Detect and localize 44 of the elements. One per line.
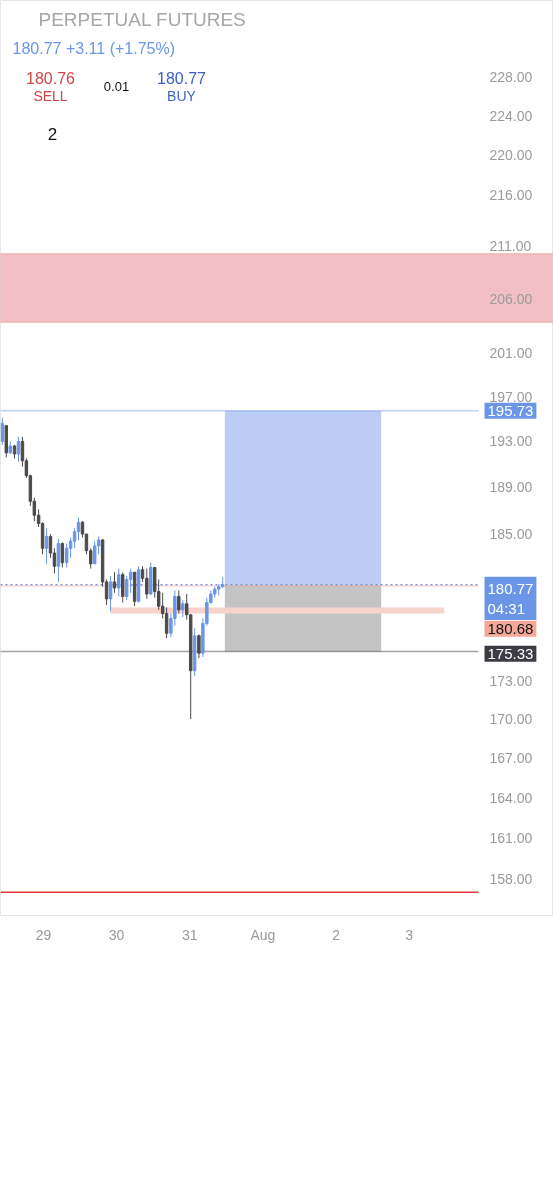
candlestick	[121, 571, 125, 604]
y-tick-label: 211.00	[489, 238, 532, 255]
candlestick	[197, 633, 201, 659]
y-tick-label: 185.00	[489, 526, 533, 543]
y-tick-label: 216.00	[489, 187, 533, 204]
x-tick-label: 3	[405, 926, 414, 943]
ref-line-label: 195.73	[487, 401, 534, 419]
y-tick-label: 167.00	[489, 750, 533, 767]
annotation: 180.77	[157, 69, 207, 87]
x-tick-label: 31	[181, 926, 198, 943]
y-tick-label: 193.00	[489, 433, 533, 450]
ref-line-label: 180.77 04:31	[487, 579, 534, 618]
y-tick-label: 164.00	[489, 789, 533, 806]
candlestick	[164, 606, 169, 639]
ref-line-label: 180.68	[487, 619, 534, 637]
y-tick-label: 224.00	[489, 107, 533, 124]
y-tick-label: 206.00	[489, 290, 533, 307]
y-tick-label: 228.00	[489, 68, 533, 85]
x-tick-label: 2	[332, 926, 341, 943]
chart-title: PERPETUAL FUTURES	[38, 9, 246, 30]
annotation: 0.01	[103, 79, 130, 94]
y-tick-label: 173.00	[489, 672, 533, 689]
candlestick	[44, 527, 49, 565]
y-tick-label: 220.00	[489, 147, 533, 164]
y-tick-label: 161.00	[489, 830, 533, 847]
y-tick-label: 189.00	[489, 479, 533, 496]
candlestick	[92, 540, 97, 565]
candlestick	[56, 538, 61, 583]
x-tick-label: Aug	[250, 926, 276, 943]
candlestick	[145, 568, 149, 600]
y-tick-label: 201.00	[489, 344, 533, 361]
candlestick	[177, 589, 181, 615]
annotation: 180.76	[26, 69, 76, 87]
annotation: BUY	[167, 87, 197, 104]
candlestick	[112, 571, 117, 594]
ref-line-label: 175.33	[487, 644, 534, 662]
bar	[224, 410, 382, 585]
y-tick-label: 158.00	[489, 871, 533, 888]
annotation: 180.77 +3.11 (+1.75%)	[12, 40, 175, 57]
y-tick-label: 170.00	[489, 711, 533, 728]
x-tick-label: 29	[35, 926, 52, 943]
annotation: SELL	[33, 87, 68, 104]
annotation: 2	[47, 124, 58, 144]
x-tick-label: 30	[108, 926, 125, 943]
